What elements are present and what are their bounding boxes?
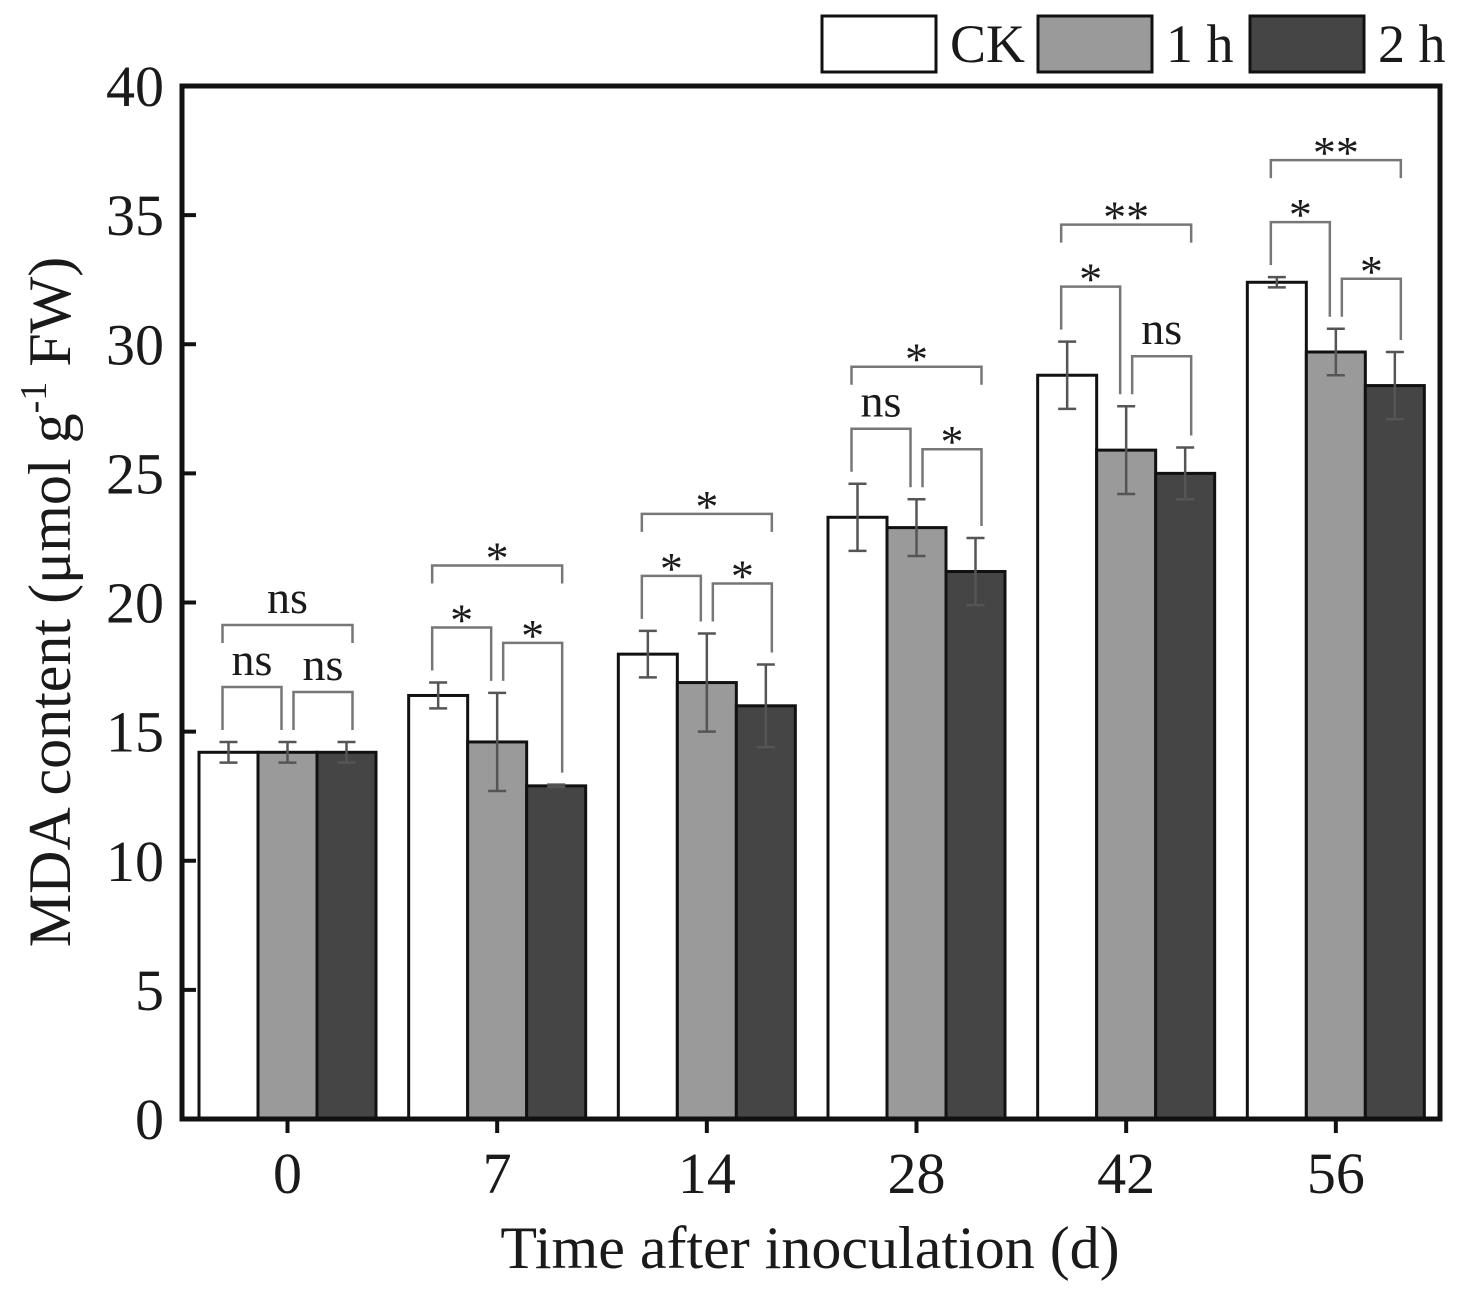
significance-bracket	[711, 582, 774, 653]
significance-bracket	[640, 512, 774, 532]
significance-bracket	[921, 447, 983, 526]
x-axis-title: Time after inoculation (d)	[500, 1215, 1119, 1281]
significance-label: ns	[232, 634, 273, 685]
significance-label: ns	[303, 639, 344, 690]
x-tick-label: 28	[888, 1141, 946, 1206]
legend-swatch	[820, 14, 938, 74]
legend: CK 1 h 2 h	[820, 14, 1446, 74]
error-bars-layer	[219, 275, 1404, 793]
significance-bracket	[850, 427, 912, 488]
y-axis-title: MDA content (μmol g-1 FW)	[13, 257, 83, 947]
significance-label: ns	[861, 376, 902, 427]
significance-bracket	[1269, 220, 1332, 317]
legend-label: 1 h	[1166, 14, 1234, 74]
significance-label: *	[660, 543, 683, 594]
significance-bracket	[221, 685, 283, 730]
y-axis-title-tail: FW)	[17, 257, 83, 382]
bar	[826, 515, 889, 1121]
significance-bracket	[640, 574, 703, 622]
bar	[1245, 280, 1308, 1121]
significance-bracket	[221, 623, 354, 643]
y-tick-label: 10	[106, 829, 164, 894]
y-tick-label: 35	[106, 183, 164, 248]
y-axis-title-main: MDA content (μmol g	[17, 413, 83, 947]
legend-swatch	[1036, 14, 1154, 74]
y-tick-label: 30	[106, 312, 164, 377]
significance-label: ns	[1141, 303, 1182, 354]
bar	[256, 750, 319, 1121]
y-axis-title-superscript: -1	[13, 382, 55, 414]
significance-label: **	[1313, 127, 1359, 178]
x-axis: 0 7 14 28 42 56	[273, 1119, 1365, 1206]
significance-label: *	[450, 595, 473, 646]
significance-label: *	[731, 550, 754, 601]
y-tick-label: 20	[106, 571, 164, 636]
x-tick-label: 56	[1307, 1141, 1365, 1206]
legend-swatch	[1248, 14, 1366, 74]
bar	[734, 704, 797, 1121]
bar	[1304, 350, 1367, 1121]
significance-label: *	[486, 533, 509, 584]
bar	[885, 526, 948, 1121]
significance-label: **	[1103, 192, 1149, 243]
significance-bracket	[1130, 354, 1193, 436]
bar	[1036, 373, 1099, 1121]
significance-label: *	[1079, 254, 1102, 305]
y-axis: 0 5 10 15 20 25 30 35 40	[106, 54, 196, 1152]
significance-bracket	[1059, 285, 1122, 395]
significance-bracket	[430, 626, 493, 681]
y-tick-label: 40	[106, 54, 164, 119]
x-tick-label: 42	[1097, 1141, 1155, 1206]
bar	[197, 750, 260, 1121]
significance-label: *	[905, 334, 928, 385]
significance-bracket	[850, 365, 983, 385]
bar	[616, 652, 679, 1121]
significance-bracket	[501, 641, 564, 773]
bar	[525, 784, 588, 1121]
bar	[1363, 384, 1426, 1121]
y-tick-label: 5	[135, 958, 164, 1023]
bar	[1095, 448, 1158, 1121]
y-tick-label: 0	[135, 1087, 164, 1152]
bar	[466, 740, 529, 1121]
significance-label: *	[521, 610, 544, 661]
significance-bracket	[1059, 223, 1193, 243]
legend-label: CK	[950, 14, 1025, 74]
bar	[944, 570, 1007, 1121]
significance-label: *	[1289, 189, 1312, 240]
x-tick-label: 7	[483, 1141, 512, 1206]
significance-label: *	[695, 481, 718, 532]
significance-bracket	[1269, 158, 1403, 179]
legend-label: 2 h	[1378, 14, 1446, 74]
bar	[407, 693, 470, 1121]
significance-bracket	[430, 564, 564, 584]
bar	[1154, 471, 1217, 1121]
bar	[315, 750, 378, 1121]
significance-label: ns	[267, 572, 308, 623]
y-tick-label: 25	[106, 441, 164, 506]
significance-label: *	[1360, 246, 1383, 297]
significance-label: *	[941, 416, 964, 467]
significance-bracket	[1340, 277, 1403, 340]
x-tick-label: 0	[273, 1141, 302, 1206]
y-tick-label: 15	[106, 700, 164, 765]
bars-layer	[197, 280, 1426, 1121]
bar	[675, 681, 738, 1121]
x-tick-label: 14	[678, 1141, 736, 1206]
significance-bracket	[292, 690, 354, 730]
